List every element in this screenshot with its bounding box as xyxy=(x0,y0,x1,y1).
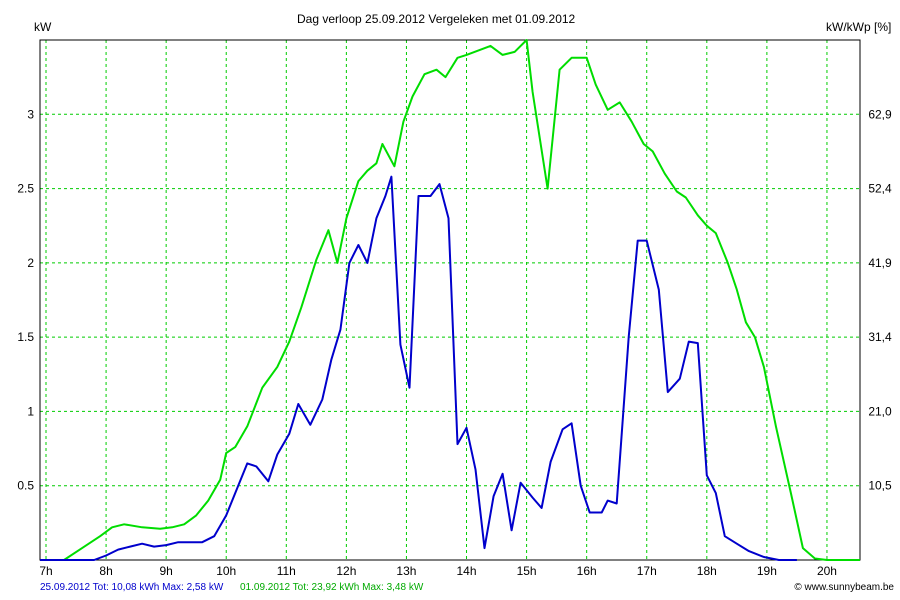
x-tick-label: 19h xyxy=(757,564,777,578)
x-tick-label: 9h xyxy=(159,564,172,578)
y-tick-label-right: 31,4 xyxy=(868,330,892,344)
footer-series2-summary: 01.09.2012 Tot: 23,92 kWh Max: 3,48 kW xyxy=(240,582,424,593)
footer-series1-summary: 25.09.2012 Tot: 10,08 kWh Max: 2,58 kW xyxy=(40,582,224,593)
y-tick-label-right: 21,0 xyxy=(868,404,892,418)
series-line-25-09-2012 xyxy=(40,175,797,561)
x-tick-label: 12h xyxy=(336,564,356,578)
y-tick-label-right: 41,9 xyxy=(868,256,892,270)
x-tick-label: 15h xyxy=(517,564,537,578)
tick-labels: 7h 8h 9h 10h 11h 12h 13h 14h 15h 16h 17h 18h 19h 20h 0… xyxy=(17,107,892,578)
footer-credit: © www.sunnybeam.be xyxy=(794,582,894,593)
x-tick-label: 17h xyxy=(637,564,657,578)
y-tick-label-right: 52,4 xyxy=(868,182,892,196)
y-tick-label-left: 2.5 xyxy=(17,182,34,196)
y-tick-label-right: 62,9 xyxy=(868,107,892,121)
y-axis-right-label: kW/kWp [%] xyxy=(826,20,892,34)
y-tick-label-left: 0.5 xyxy=(17,479,34,493)
x-tick-label: 8h xyxy=(99,564,112,578)
series-layer xyxy=(40,39,860,561)
x-tick-label: 14h xyxy=(457,564,477,578)
x-tick-label: 13h xyxy=(396,564,416,578)
x-tick-label: 7h xyxy=(39,564,52,578)
y-tick-label-left: 1.5 xyxy=(17,330,34,344)
plot-frame xyxy=(39,39,861,561)
series-line-01-09-2012 xyxy=(40,39,860,561)
x-tick-label: 20h xyxy=(817,564,837,578)
y-tick-label-left: 2 xyxy=(27,256,34,270)
y-axis-left-label: kW xyxy=(34,20,52,34)
x-tick-label: 16h xyxy=(577,564,597,578)
x-tick-label: 11h xyxy=(277,564,296,578)
grid xyxy=(40,40,860,560)
x-tick-label: 10h xyxy=(216,564,236,578)
chart-title: Dag verloop 25.09.2012 Vergeleken met 01… xyxy=(297,12,576,26)
x-tick-label: 18h xyxy=(697,564,717,578)
y-tick-label-left: 3 xyxy=(27,107,34,121)
y-tick-label-left: 1 xyxy=(27,404,34,418)
y-tick-label-right: 10,5 xyxy=(868,479,892,493)
